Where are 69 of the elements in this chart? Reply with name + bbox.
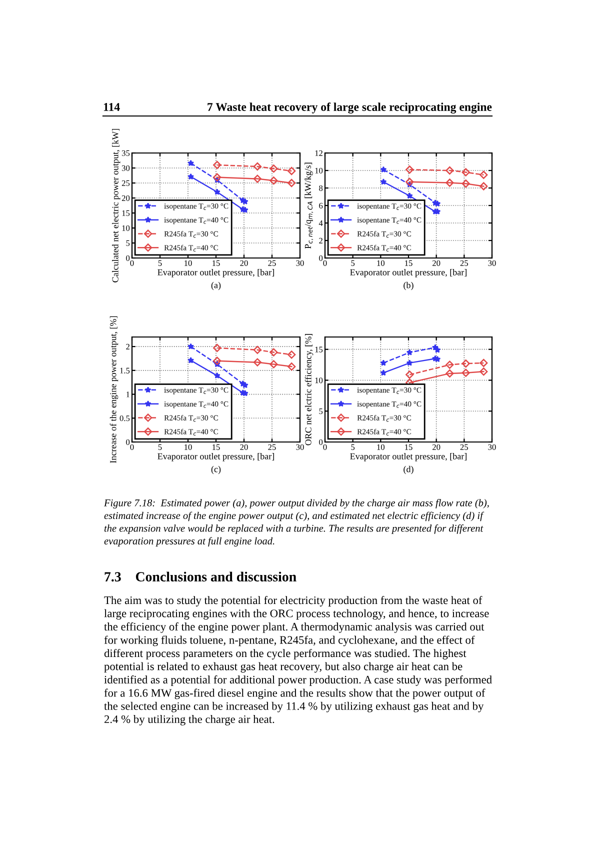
y-tick-label: 15	[315, 346, 323, 352]
y-tick-label: 0	[126, 255, 130, 261]
y-tick-label: 5	[319, 408, 323, 414]
x-tick-label: 25	[460, 260, 468, 266]
text: (c)	[211, 466, 221, 474]
text: (b)	[404, 282, 414, 290]
x-tick-label: 25	[268, 444, 276, 450]
x-tick-label: 15	[405, 444, 412, 450]
x-tick-label: 10	[184, 260, 192, 266]
y-tick-label: 25	[122, 180, 130, 186]
text: 114	[104, 103, 120, 111]
x-axis-title: Evaporator outlet pressure, [bar]	[158, 269, 274, 278]
x-tick-label: 20	[432, 444, 440, 450]
x-tick-label: 20	[240, 444, 248, 450]
text: (d)	[404, 466, 414, 474]
x-tick-label: 0	[323, 444, 327, 450]
y-tick-label: 1.5	[120, 368, 130, 374]
x-tick-label: 30	[488, 444, 496, 450]
x-tick-label: 25	[460, 444, 468, 450]
x-tick-label: 0	[323, 260, 327, 266]
x-tick-label: 20	[240, 260, 248, 266]
y-tick-label: 35	[122, 150, 130, 156]
x-tick-label: 30	[296, 260, 304, 266]
y-tick-label: 10	[122, 225, 130, 231]
x-tick-label: 20	[432, 260, 440, 266]
text: 7.3 Conclusions and discussion	[104, 572, 296, 582]
x-tick-label: 0	[130, 260, 134, 266]
y-tick-label: 2	[319, 238, 322, 244]
y-tick-label: 12	[315, 150, 322, 156]
x-tick-label: 15	[212, 444, 220, 450]
x-tick-label: 5	[351, 444, 355, 450]
y-tick-label: 2	[126, 344, 130, 350]
y-tick-label: 1	[126, 392, 130, 398]
y-axis-title: P$_{c,net}$/q$_{m,CA}$ [kW/kg/s]	[304, 162, 314, 249]
text: (a)	[211, 282, 221, 290]
y-tick-label: 0	[126, 439, 130, 445]
x-tick-label: 5	[351, 260, 355, 266]
x-tick-label: 10	[184, 444, 192, 450]
x-tick-label: 5	[158, 260, 162, 266]
y-tick-label: 15	[122, 210, 130, 216]
y-tick-label: 0	[319, 255, 323, 261]
y-tick-label: 20	[122, 195, 130, 201]
text: The aim was to study the potential for electricity production from the waste heat of large reciprocating engines with the ORC process technology, and hence, to increase the efficiency of the engine power plant. A thermodynamic analysis was carried out for working fluids toluene, n-pentane, R245fa, and cyclohexane, and the effect of different process parameters on the cycle performance was studied. The highest potential is related to exhaust gas heat recovery, but also charge air heat can be identified as a potential for additional power production. A case study was performed for a 16.6 MW gas-fired diesel engine and the results show that the power output of the selected engine can be increased by 11.4 % by utilizing exhaust gas heat and by 2.4 % by utilizing the charge air heat.	[104, 596, 492, 726]
y-axis-title: Calculated net electric power output, [kW]	[112, 128, 120, 282]
x-tick-label: 15	[212, 260, 220, 266]
x-axis-title: Evaporator outlet pressure, [bar]	[350, 269, 466, 278]
x-tick-label: 30	[488, 260, 496, 266]
x-tick-label: 0	[130, 444, 134, 450]
x-tick-label: 25	[268, 260, 276, 266]
x-tick-label: 10	[377, 260, 385, 266]
y-tick-label: 4	[318, 220, 323, 226]
text: 7 Waste heat recovery of large scale reciprocating engine	[208, 102, 492, 114]
y-tick-label: 10	[315, 378, 323, 384]
y-tick-label: 5	[126, 240, 130, 246]
y-tick-label: 6	[319, 202, 323, 208]
x-axis-title: Evaporator outlet pressure, [bar]	[158, 453, 274, 462]
x-axis-title: Evaporator outlet pressure, [bar]	[350, 453, 466, 462]
caption: Figure 7.18: Estimated power (a), power output divided by the charge air mass flow rate (b), estimated increase of the engine power output (c), and estimated net electric efficiency (d) if the expansion valve would be replaced with a turbine. The results are presented for different evaporation pressures at full engine load.	[104, 499, 489, 547]
y-tick-label: 8	[319, 185, 323, 191]
y-tick-label: 30	[122, 165, 130, 171]
y-tick-label: 0	[319, 439, 323, 445]
y-axis-title: ORC net elctric efficiency, [%]	[304, 334, 314, 446]
x-tick-label: 5	[158, 444, 162, 450]
x-tick-label: 15	[405, 260, 412, 266]
y-axis-title: Increase of the engine power output, [%]	[110, 316, 118, 463]
x-tick-label: 10	[377, 444, 385, 450]
y-tick-label: 10	[315, 168, 323, 174]
y-tick-label: 0.5	[120, 415, 130, 422]
x-tick-label: 30	[296, 444, 304, 450]
